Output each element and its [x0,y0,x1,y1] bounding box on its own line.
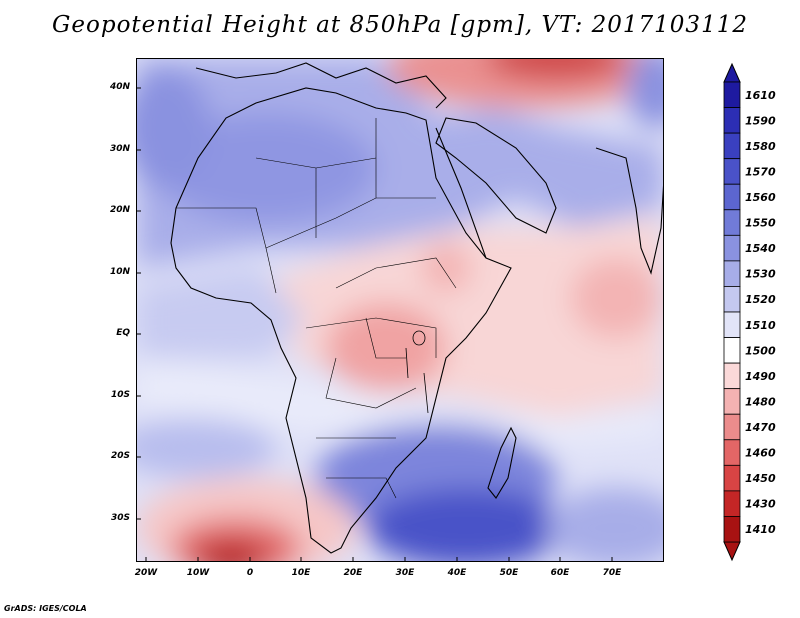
colorbar-label: 1450 [745,472,776,485]
colorbar-label: 1500 [745,344,776,357]
colorbar-swatch [723,362,741,390]
lat-label-10s: 10S [110,390,130,400]
colorbar-label: 1590 [745,114,776,127]
colorbar-swatch [723,183,741,211]
chart-title: Geopotential Height at 850hPa [gpm], VT:… [52,12,748,38]
colorbar-swatch [723,132,741,160]
lat-label-eq: EQ [116,328,130,338]
colorbar-swatch [723,81,741,108]
colorbar-label: 1540 [745,242,776,255]
colorbar-swatch [723,388,741,415]
grads-credit: GrADS: IGES/COLA [4,604,87,613]
colorbar-label: 1520 [745,293,776,306]
lon-label-50e: 50E [499,568,519,578]
map-panel [136,58,664,562]
colorbar-label: 1610 [745,89,776,102]
colorbar-label: 1580 [745,140,776,153]
lat-label-10n: 10N [109,267,130,277]
colorbar-swatch [723,107,741,134]
colorbar-label: 1560 [745,191,776,204]
lat-label-20s: 20S [110,451,130,461]
colorbar-swatch [723,286,741,313]
colorbar-swatch [723,260,741,287]
lon-label-20w: 20W [134,568,158,578]
map-svg [136,58,664,562]
colorbar-label: 1490 [745,370,776,383]
coastlines [170,62,664,554]
colorbar-swatch [723,464,741,492]
colorbar-top-arrow [723,62,741,83]
lat-label-20n: 20N [109,205,130,215]
country-borders [176,118,457,499]
colorbar-label: 1550 [745,217,776,230]
lon-label-10w: 10W [186,568,210,578]
colorbar-swatch [723,439,741,466]
colorbar-label: 1460 [745,447,776,460]
height-field-shading [136,58,664,562]
lon-label-30e: 30E [395,568,415,578]
lat-label-40n: 40N [109,82,130,92]
colorbar-label: 1530 [745,268,776,281]
colorbar-swatch [723,158,741,185]
colorbar-bottom-arrow [723,541,741,562]
lon-label-60e: 60E [550,568,570,578]
colorbar-label: 1570 [745,165,776,178]
lon-label-40e: 40E [447,568,467,578]
colorbar-swatch [723,413,741,441]
lon-label-0: 0 [246,568,254,578]
colorbar-swatch [723,516,741,543]
colorbar-label: 1470 [745,421,776,434]
colorbar-swatch [723,311,741,338]
lat-label-30s: 30S [110,513,130,523]
colorbar-swatch [723,209,741,236]
lon-label-20e: 20E [343,568,363,578]
lat-label-30n: 30N [109,144,130,154]
axis-ticks [136,87,613,562]
lon-label-10e: 10E [291,568,311,578]
colorbar-swatch [723,234,741,262]
lon-label-70e: 70E [602,568,622,578]
colorbar-swatch [723,337,741,364]
colorbar-swatch [723,490,741,517]
colorbar-label: 1410 [745,523,776,536]
colorbar-label: 1480 [745,395,776,408]
lakes [405,330,429,414]
colorbar-label: 1510 [745,319,776,332]
colorbar-label: 1430 [745,498,776,511]
colorbar: 1610 1590 1580 1570 1560 1550 1540 1530 1520 1510… [723,62,776,562]
map-frame [136,58,664,562]
